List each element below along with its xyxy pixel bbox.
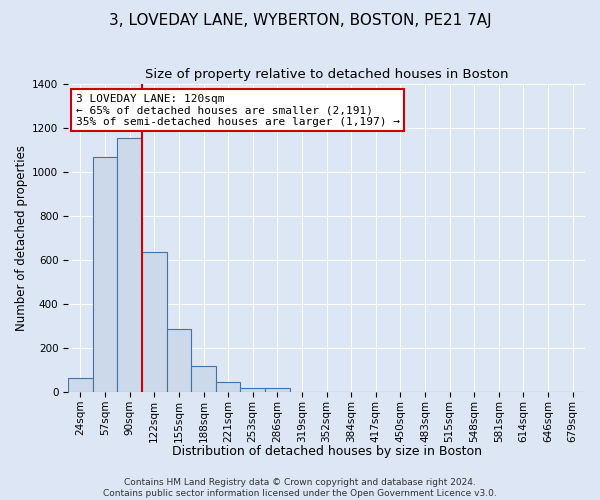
Text: 3, LOVEDAY LANE, WYBERTON, BOSTON, PE21 7AJ: 3, LOVEDAY LANE, WYBERTON, BOSTON, PE21 … <box>109 12 491 28</box>
Bar <box>68 378 93 392</box>
Bar <box>93 157 118 392</box>
Text: 3 LOVEDAY LANE: 120sqm
← 65% of detached houses are smaller (2,191)
35% of semi-: 3 LOVEDAY LANE: 120sqm ← 65% of detached… <box>76 94 400 127</box>
Title: Size of property relative to detached houses in Boston: Size of property relative to detached ho… <box>145 68 508 80</box>
X-axis label: Distribution of detached houses by size in Boston: Distribution of detached houses by size … <box>172 444 482 458</box>
Bar <box>191 366 216 392</box>
Bar <box>241 388 265 392</box>
Bar <box>142 252 167 392</box>
Bar <box>216 382 241 392</box>
Bar <box>167 330 191 392</box>
Bar <box>118 138 142 392</box>
Y-axis label: Number of detached properties: Number of detached properties <box>15 145 28 331</box>
Bar <box>265 388 290 392</box>
Text: Contains HM Land Registry data © Crown copyright and database right 2024.
Contai: Contains HM Land Registry data © Crown c… <box>103 478 497 498</box>
